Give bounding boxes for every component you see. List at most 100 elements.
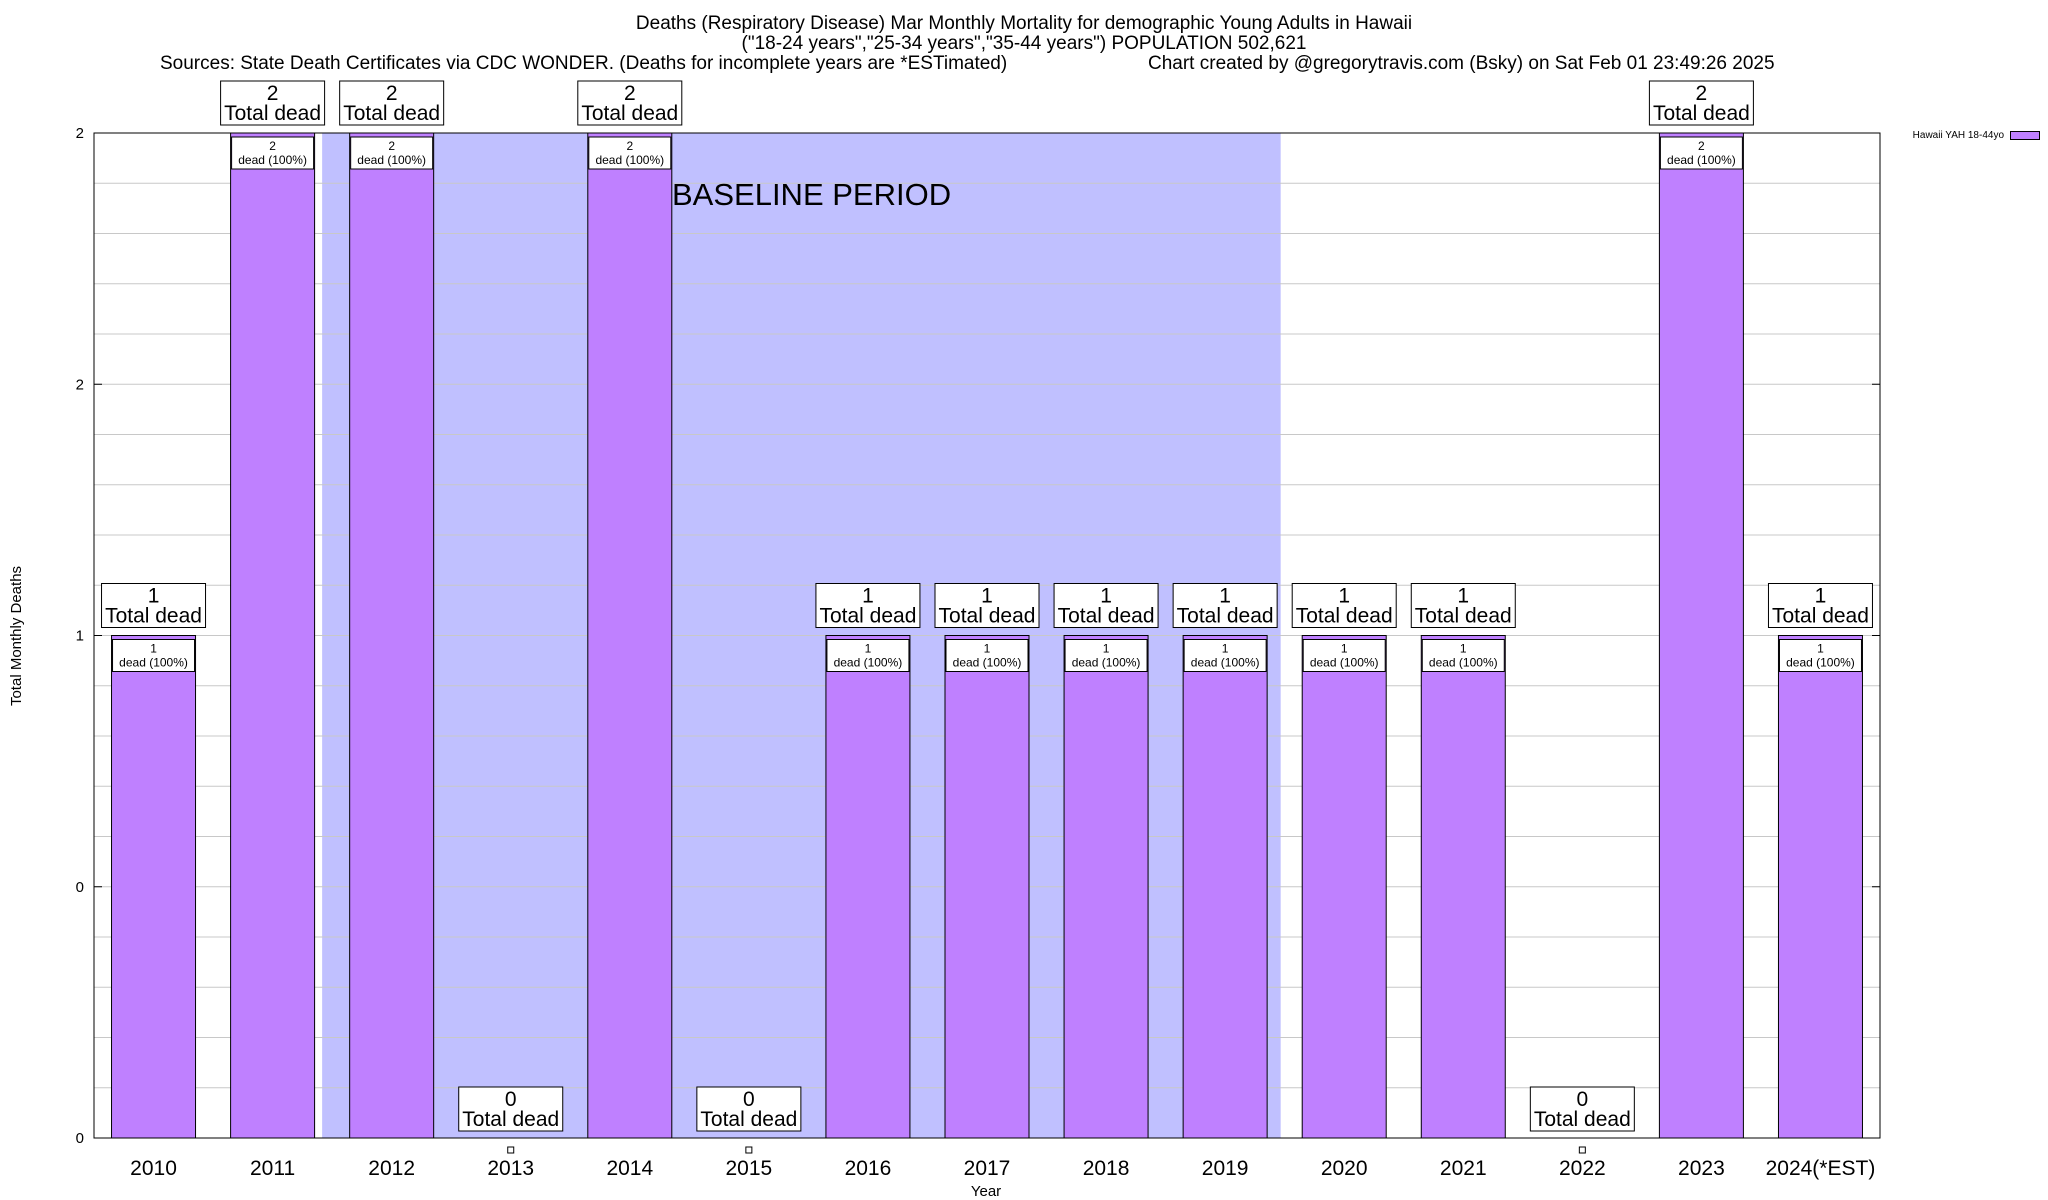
bar-pct-label: dead (100%) [834, 656, 903, 670]
total-value-label: 1 [1219, 585, 1231, 608]
bar-pct-label: dead (100%) [1072, 656, 1141, 670]
total-value-label: 1 [1338, 585, 1350, 608]
total-label-box [1648, 80, 1754, 126]
total-label-box [1767, 583, 1873, 628]
bar-pct-label: dead (100%) [1429, 656, 1498, 670]
y-tick-label: 0 [76, 1130, 84, 1147]
total-value-label: 2 [624, 82, 636, 105]
total-label-box [1172, 583, 1278, 628]
x-tick-label: 2012 [368, 1157, 415, 1180]
total-value-label: 0 [1576, 1088, 1588, 1111]
y-tick-label: 1 [76, 628, 84, 645]
bar-value-label: 1 [984, 642, 991, 656]
zero-marker [1578, 1146, 1586, 1154]
total-label-box [339, 80, 445, 126]
bar [1182, 635, 1268, 1139]
total-value-label: 1 [1100, 585, 1112, 608]
bar-label-box [1778, 639, 1862, 672]
bar [1301, 635, 1387, 1139]
bar-pct-label: dead (100%) [953, 656, 1022, 670]
bar-label-box [231, 136, 315, 170]
x-tick-label: 2020 [1321, 1157, 1368, 1180]
bar-label-box [1183, 639, 1267, 672]
total-suffix-label: Total dead [1653, 102, 1750, 125]
total-value-label: 0 [743, 1088, 755, 1111]
x-tick-label: 2021 [1440, 1157, 1487, 1180]
total-suffix-label: Total dead [819, 605, 916, 628]
chart-title-line2: ("18-24 years","25-34 years","35-44 year… [741, 33, 1307, 54]
x-tick-label: 2010 [130, 1157, 177, 1180]
bar [349, 132, 435, 1139]
total-suffix-label: Total dead [1415, 605, 1512, 628]
x-tick-label: 2023 [1678, 1157, 1725, 1180]
total-value-label: 1 [981, 585, 993, 608]
bar-pct-label: dead (100%) [119, 656, 188, 670]
legend-label: Hawaii YAH 18-44yo [1912, 130, 2004, 141]
bar-value-label: 1 [865, 642, 872, 656]
bar-label-box [588, 136, 672, 170]
bar-value-label: 2 [388, 139, 395, 153]
x-tick-label: 2024(*EST) [1766, 1157, 1876, 1180]
total-value-label: 1 [1457, 585, 1469, 608]
total-value-label: 1 [1815, 585, 1827, 608]
bar [1063, 635, 1149, 1139]
y-tick-label: 0 [76, 879, 84, 896]
bar-label-box [112, 639, 196, 672]
total-label-box [458, 1086, 564, 1132]
bar-label-box [1064, 639, 1148, 672]
bar-value-label: 1 [1341, 642, 1348, 656]
bar-label-box [945, 639, 1029, 672]
bar [825, 635, 911, 1139]
bar-label-box [1659, 136, 1743, 170]
bar-value-label: 2 [1698, 139, 1705, 153]
total-suffix-label: Total dead [224, 102, 321, 125]
total-suffix-label: Total dead [105, 605, 202, 628]
total-suffix-label: Total dead [1772, 605, 1869, 628]
x-tick-label: 2017 [964, 1157, 1011, 1180]
x-tick-label: 2014 [606, 1157, 653, 1180]
bar-pct-label: dead (100%) [1667, 153, 1736, 167]
bar-pct-label: dead (100%) [1191, 656, 1260, 670]
total-label-box [1529, 1086, 1635, 1132]
bar-pct-label: dead (100%) [238, 153, 307, 167]
bar-label-box [350, 136, 434, 170]
total-label-box [1053, 583, 1159, 628]
y-axis-title: Total Monthly Deaths [8, 566, 25, 706]
bar-pct-label: dead (100%) [357, 153, 426, 167]
total-suffix-label: Total dead [1296, 605, 1393, 628]
total-label-box [1410, 583, 1516, 628]
x-tick-label: 2022 [1559, 1157, 1606, 1180]
total-suffix-label: Total dead [343, 102, 440, 125]
bar [587, 132, 673, 1139]
bar-value-label: 1 [150, 642, 157, 656]
total-label-box [815, 583, 921, 628]
total-suffix-label: Total dead [1058, 605, 1155, 628]
legend-swatch [2010, 131, 2040, 140]
x-tick-label: 2013 [487, 1157, 534, 1180]
bar-value-label: 1 [1817, 642, 1824, 656]
total-suffix-label: Total dead [1534, 1108, 1631, 1131]
x-tick-label: 2011 [250, 1157, 295, 1180]
total-label-box [1291, 583, 1397, 628]
total-label-box [577, 80, 683, 126]
total-label-box [101, 583, 207, 628]
y-tick-label: 2 [76, 125, 84, 142]
bar [1420, 635, 1506, 1139]
y-tick-label: 2 [76, 376, 84, 393]
chart-sources: Sources: State Death Certificates via CD… [160, 53, 1008, 74]
bar-pct-label: dead (100%) [1786, 656, 1855, 670]
bar-label-box [1302, 639, 1386, 672]
bar-value-label: 2 [269, 139, 276, 153]
total-suffix-label: Total dead [462, 1108, 559, 1131]
bar-value-label: 1 [1460, 642, 1467, 656]
bar [944, 635, 1030, 1139]
total-value-label: 2 [1696, 82, 1708, 105]
chart-credit: Chart created by @gregorytravis.com (Bsk… [1148, 53, 1775, 74]
zero-marker [745, 1146, 753, 1154]
total-label-box [220, 80, 326, 126]
x-axis-title: Year [971, 1183, 1001, 1200]
bar-label-box [1421, 639, 1505, 672]
total-suffix-label: Total dead [939, 605, 1036, 628]
bar [230, 132, 316, 1139]
